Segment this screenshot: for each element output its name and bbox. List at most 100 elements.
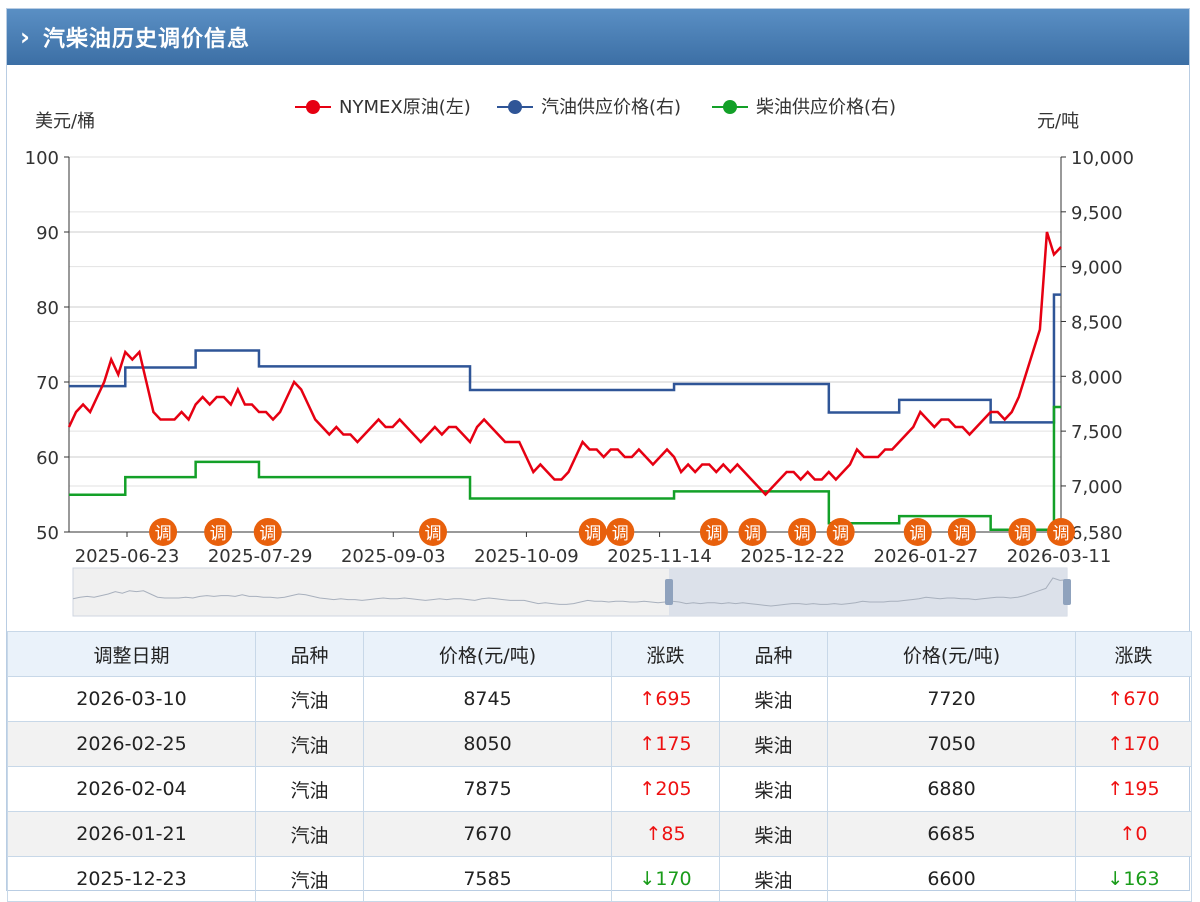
table-row: 2025-12-23 汽油 7585 ↓170 柴油 6600 ↓163 [7,856,1192,902]
table-row: 2026-02-04 汽油 7875 ↑205 柴油 6880 ↑195 [7,766,1192,812]
legend-marker[interactable] [508,100,522,114]
adjust-marker[interactable]: 调 [578,518,607,546]
navigator-selection[interactable] [669,568,1067,616]
adjust-marker-label: 调 [259,524,276,544]
right-tick-label: 10,000 [1071,148,1134,169]
adjust-marker-dot[interactable] [699,518,728,546]
cell-change-2: ↑170 [1075,721,1192,767]
cell-date: 2026-02-04 [7,766,256,812]
cell-variety-2: 柴油 [719,721,828,767]
right-tick-label: 9,000 [1071,258,1123,279]
legend-label[interactable]: NYMEX原油(左) [339,97,471,118]
cell-price-2: 6600 [827,856,1076,902]
left-tick-label: 90 [36,223,59,244]
x-tick-label: 2025-12-22 [740,546,845,567]
adjust-marker[interactable]: 调 [419,518,447,546]
cell-price-2: 6685 [827,811,1076,857]
adjust-marker[interactable]: 调 [1047,518,1075,546]
cell-variety: 汽油 [255,721,364,767]
x-tick-label: 2026-01-27 [874,546,979,567]
adjust-marker-label: 调 [832,524,849,544]
left-tick-label: 80 [36,298,59,319]
cell-change: ↑85 [611,811,720,857]
cell-price: 7875 [363,766,612,812]
cell-change-2: ↓163 [1075,856,1192,902]
adjust-marker-dot[interactable] [788,518,817,546]
adjust-marker-dot[interactable] [606,518,635,546]
adjust-marker[interactable]: 调 [253,518,282,546]
adjust-marker-dot[interactable] [204,518,233,546]
adjust-marker[interactable]: 调 [903,518,932,546]
x-tick-label: 2025-09-03 [341,546,446,567]
left-tick-label: 60 [36,448,59,469]
adjust-marker-dot[interactable] [903,518,932,546]
adjust-marker[interactable]: 调 [1008,518,1037,546]
adjust-marker[interactable]: 调 [149,518,178,546]
price-chart: 100 90 80 70 60 50 10,000 9,500 9,000 8,500 8,000 7… [25,97,1134,617]
adjust-marker-label: 调 [705,524,722,544]
left-tick-label: 100 [25,148,59,169]
adjust-marker-label: 调 [909,524,926,544]
table-row: 2026-02-25 汽油 8050 ↑175 柴油 7050 ↑170 [7,721,1192,767]
adjust-marker-label: 调 [794,524,811,544]
adjust-marker[interactable]: 调 [204,518,233,546]
adjust-marker-dot[interactable] [1047,518,1075,546]
adjust-marker[interactable]: 调 [788,518,817,546]
cell-variety-2: 柴油 [719,811,828,857]
x-tick-label: 2025-10-09 [474,546,579,567]
col-change-2: 涨跌 [1075,631,1192,677]
cell-price: 7585 [363,856,612,902]
legend-marker[interactable] [306,100,320,114]
col-change: 涨跌 [611,631,720,677]
cell-variety-2: 柴油 [719,766,828,812]
cell-variety: 汽油 [255,676,364,722]
adjust-marker-dot[interactable] [738,518,767,546]
col-date: 调整日期 [7,631,256,677]
panel-title: 汽柴油历史调价信息 [43,27,251,52]
adjust-marker[interactable]: 调 [699,518,728,546]
cell-price-2: 7050 [827,721,1076,767]
right-tick-label: 6,580 [1071,523,1123,544]
right-tick-label: 8,500 [1071,312,1123,333]
right-tick-label: 8,000 [1071,367,1123,388]
cell-date: 2026-01-21 [7,811,256,857]
chart-area: 100 90 80 70 60 50 10,000 9,500 9,000 8,500 8,000 7… [7,65,1189,625]
adjust-marker[interactable]: 调 [826,518,855,546]
left-tick-label: 70 [36,373,59,394]
adjust-marker-label: 调 [1014,524,1031,544]
cell-variety: 汽油 [255,811,364,857]
adjust-marker[interactable]: 调 [947,518,976,546]
adjust-marker-dot[interactable] [149,518,178,546]
price-history-panel: › 汽柴油历史调价信息 100 90 80 70 60 50 10,000 9,500 9,00… [6,8,1192,902]
adjust-marker[interactable]: 调 [738,518,767,546]
adjust-marker-dot[interactable] [1008,518,1037,546]
adjust-marker-dot[interactable] [947,518,976,546]
navigator-series [72,577,1068,607]
cell-change-2: ↑670 [1075,676,1192,722]
cell-variety: 汽油 [255,766,364,812]
cell-change: ↓170 [611,856,720,902]
adjust-marker-dot[interactable] [253,518,282,546]
col-variety-2: 品种 [719,631,828,677]
adjust-marker-label: 调 [584,524,601,544]
adjust-marker-label: 调 [210,524,227,544]
adjust-marker-dot[interactable] [419,518,447,546]
adjust-marker-label: 调 [612,524,629,544]
adjust-marker-label: 调 [744,524,761,544]
legend-label[interactable]: 柴油供应价格(右) [756,97,896,118]
right-unit-label: 元/吨 [1037,111,1079,132]
x-tick-label: 2025-07-29 [208,546,313,567]
right-tick-label: 7,500 [1071,422,1123,443]
chevron-right-icon[interactable]: › [20,23,30,51]
adjust-marker-dot[interactable] [826,518,855,546]
cell-price: 8745 [363,676,612,722]
adjust-marker-dot[interactable] [578,518,607,546]
navigator-handle-left[interactable] [665,579,673,605]
adjust-marker[interactable]: 调 [606,518,635,546]
navigator-handle-right[interactable] [1063,579,1071,605]
legend-marker[interactable] [723,100,737,114]
cell-change: ↑175 [611,721,720,767]
left-tick-label: 50 [36,523,59,544]
x-tick-label: 2025-06-23 [75,546,180,567]
legend-label[interactable]: 汽油供应价格(右) [541,97,681,118]
